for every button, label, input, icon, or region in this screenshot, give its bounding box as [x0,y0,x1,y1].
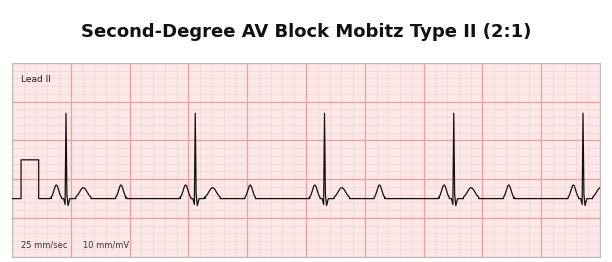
Text: Second-Degree AV Block Mobitz Type II (2:1): Second-Degree AV Block Mobitz Type II (2… [81,23,531,41]
Text: 10 mm/mV: 10 mm/mV [83,240,129,249]
Text: 25 mm/sec: 25 mm/sec [21,240,67,249]
Text: Lead II: Lead II [21,74,51,84]
